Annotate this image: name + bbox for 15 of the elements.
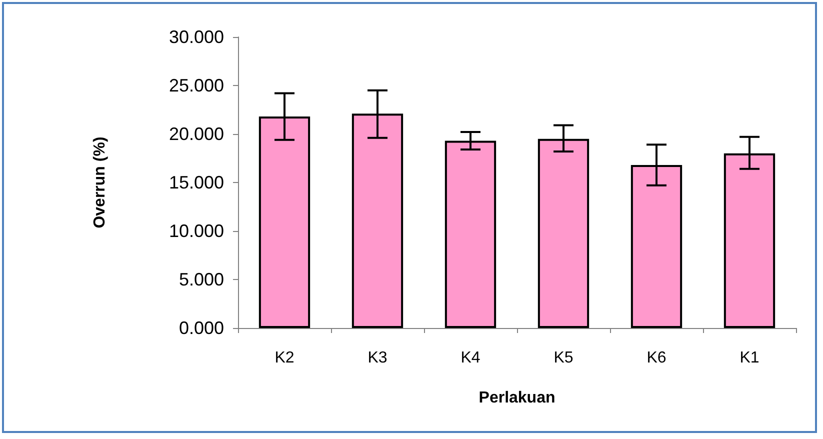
y-tick-label: 5.000 <box>178 270 224 290</box>
y-tick-label: 20.000 <box>168 124 224 144</box>
x-tick-label: K6 <box>646 350 666 366</box>
x-tick-label: K4 <box>460 350 480 366</box>
y-tick-label: 30.000 <box>168 27 224 47</box>
y-tick-label: 15.000 <box>168 172 224 192</box>
x-axis-title: Perlakuan <box>478 390 556 406</box>
y-tick-label: 0.000 <box>178 318 224 338</box>
x-tick-label: K3 <box>368 350 388 366</box>
y-axis-title: Overrun (%) <box>92 136 108 228</box>
y-tick-label: 10.000 <box>168 221 224 241</box>
x-tick-label: K2 <box>274 350 294 366</box>
y-tick-label: 25.000 <box>168 76 224 96</box>
x-tick-label: K5 <box>554 350 574 366</box>
x-tick-label: K1 <box>740 350 760 366</box>
